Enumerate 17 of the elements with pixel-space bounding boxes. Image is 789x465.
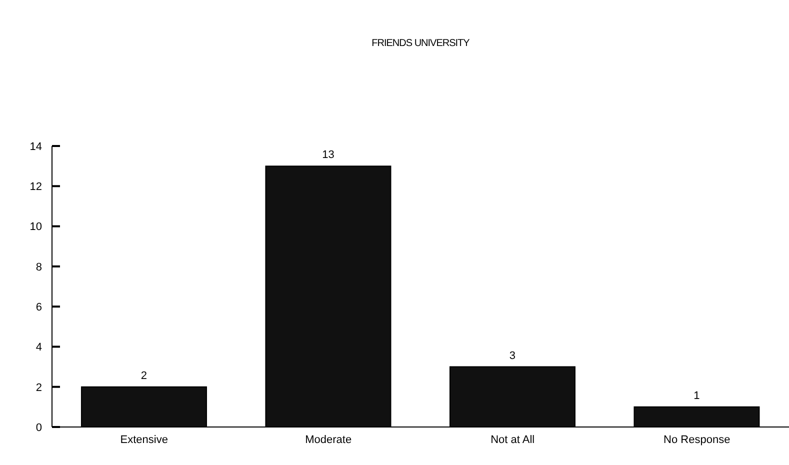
y-tick-label: 8 (36, 261, 42, 274)
data-label: 3 (509, 350, 516, 362)
x-tick-label: Moderate (305, 434, 352, 446)
y-tick-label: 12 (30, 181, 42, 194)
data-label: 13 (322, 149, 334, 162)
y-tick-label: 6 (36, 301, 42, 314)
y-tick-label: 14 (30, 140, 42, 153)
x-tick-label: Extensive (120, 434, 168, 446)
x-tick-label: Not at All (490, 434, 535, 446)
data-label: 2 (140, 370, 148, 382)
data-label: 1 (694, 390, 700, 402)
chart-title: FRIENDS UNIVERSITY (370, 38, 470, 49)
y-tick-label: 0 (36, 422, 42, 434)
y-tick-label: 10 (30, 221, 42, 234)
y-tick-label: 2 (36, 382, 42, 394)
y-tick-label: 4 (36, 342, 42, 354)
x-tick-label: No Response (664, 434, 730, 446)
